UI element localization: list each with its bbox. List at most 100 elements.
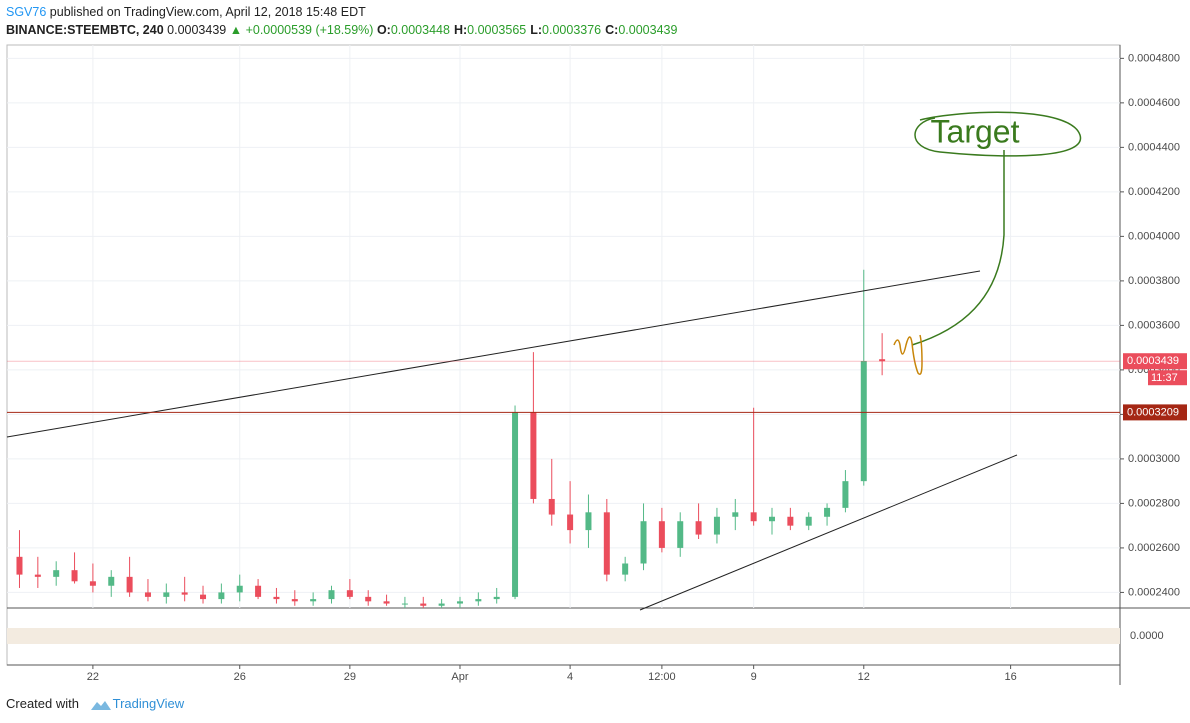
countdown-tag (1148, 370, 1187, 386)
y-tick-label: 0.0004200 (1128, 186, 1180, 198)
candle-body (567, 514, 574, 531)
candle-body (677, 521, 684, 548)
x-tick-label: Apr (451, 671, 468, 683)
grid (7, 45, 1120, 608)
oscillator-label: 0.0000 (1130, 630, 1164, 642)
candles (16, 269, 886, 608)
created: Created with (6, 696, 79, 711)
oscillator-band (7, 628, 1120, 644)
price-tag (1123, 353, 1187, 370)
x-tick-label: 29 (344, 671, 356, 683)
candle-body (16, 556, 23, 575)
ohlc-value: 0.0003448 (390, 23, 450, 37)
ohlc-label: O: (376, 23, 391, 37)
price-tag-label: 0.0003439 (1127, 355, 1179, 367)
annotation: Target (931, 113, 1020, 149)
countdown: 11:37 (1151, 372, 1178, 384)
ohlc-value: 0.0003565 (467, 23, 527, 37)
x-tick-label: 22 (87, 671, 99, 683)
ohlc-label: C: (605, 23, 619, 37)
candle-body (401, 603, 408, 605)
y-tick-label: 0.0003800 (1128, 275, 1180, 287)
y-tick-label: 0.0004000 (1128, 230, 1180, 242)
ohlc-value: 0.0003439 (618, 23, 678, 37)
quote-line: BINANCE:STEEMBTC, 240 0.0003439 ▲ +0.000… (6, 21, 681, 39)
candle-body (291, 599, 298, 602)
ohlc-label: L: (530, 23, 543, 37)
candle-body (603, 512, 610, 575)
candle-body (658, 521, 665, 548)
logo (90, 700, 111, 710)
header: SGV76 published on TradingView.com, Apri… (6, 3, 681, 39)
candle-body (71, 570, 78, 582)
y-tick-label: 0.0002600 (1128, 542, 1180, 554)
candle-body (108, 576, 115, 586)
candle-body (475, 599, 482, 602)
candle-body (879, 359, 886, 362)
candle-body (695, 521, 702, 535)
candle-body (144, 592, 151, 597)
candle-body (200, 594, 207, 600)
y-tick-label: 0.0002800 (1128, 497, 1180, 509)
scribble (893, 334, 923, 375)
candle-body (273, 596, 280, 600)
publish-line: SGV76 published on TradingView.com, Apri… (6, 3, 681, 21)
candle-body (805, 516, 812, 526)
ohlc: O:0.0003448 H:0.0003565 L:0.0003376 C:0.000… (377, 23, 681, 37)
candle-body (842, 481, 849, 508)
candle-body (346, 590, 353, 597)
candle-body (824, 507, 831, 517)
footer: Created with TradingView (6, 696, 184, 712)
y-tick-label: 0.0004800 (1128, 52, 1180, 64)
candle-body (255, 585, 262, 597)
price-tag (1123, 404, 1187, 421)
candle-body (548, 498, 555, 515)
candle-body (420, 603, 427, 606)
candle-body (713, 516, 720, 535)
x-tick-label: 9 (751, 671, 757, 683)
candle-body (218, 592, 225, 600)
candle-body (732, 512, 739, 517)
candle-body (787, 516, 794, 526)
x-tick-label: 12:00 (648, 671, 676, 683)
ohlc-label: H: (453, 23, 468, 37)
y-tick-label: 0.0003600 (1128, 319, 1180, 331)
candle-body (53, 570, 60, 577)
candle-body (493, 596, 500, 600)
candle-body (769, 516, 776, 522)
brand: TradingView (112, 696, 185, 711)
candle-body (236, 585, 243, 593)
candle-body (456, 601, 463, 604)
x-tick-label: 16 (1004, 671, 1016, 683)
x-tick-label: 4 (567, 671, 573, 683)
candle-body (126, 576, 133, 593)
candle-body (512, 412, 519, 597)
price: 0.0003439 (167, 23, 227, 37)
y-tick-label: 0.0004400 (1128, 141, 1180, 153)
candle-body (181, 592, 188, 595)
candle-body (860, 360, 867, 482)
target-bubble (914, 111, 1082, 157)
price-tag-label: 0.0003209 (1127, 406, 1179, 418)
candle-body (365, 596, 372, 602)
x-tick-label: 26 (234, 671, 246, 683)
candle-body (34, 574, 41, 577)
trend-line (6, 270, 981, 438)
candle-body (438, 603, 445, 606)
candle-body (640, 521, 647, 564)
candle-body (750, 512, 757, 522)
candle-body (622, 563, 629, 575)
arrow-curve (911, 150, 1005, 346)
candle-body (383, 601, 390, 604)
publisher: SGV76 (6, 5, 47, 19)
candle-body (328, 590, 335, 600)
change: ▲ +0.0000539 (+18.59%) (229, 23, 374, 37)
x-tick-label: 12 (858, 671, 870, 683)
ohlc-value: 0.0003376 (542, 23, 602, 37)
trend-line (639, 454, 1018, 611)
published: published on TradingView.com, April 12, … (46, 5, 366, 19)
y-tick-label: 0.0004600 (1128, 97, 1180, 109)
chart: Target 0.0000 0.0002400 0.0002600 0.000280… (6, 44, 1190, 685)
candle-body (163, 592, 170, 597)
